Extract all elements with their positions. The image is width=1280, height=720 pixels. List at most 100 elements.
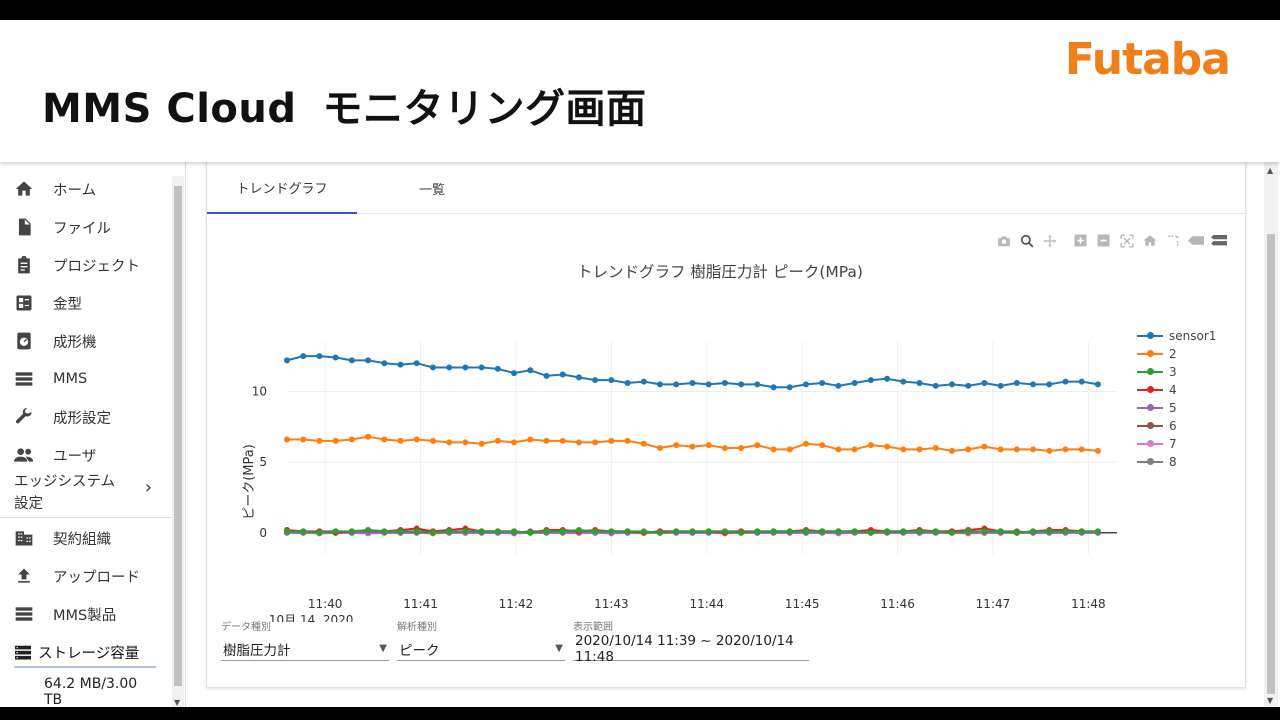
x-tick-label: 11:48 — [1071, 597, 1106, 611]
legend-label: 3 — [1169, 365, 1177, 379]
zoom-in-icon[interactable] — [1072, 232, 1089, 249]
zoom-out-icon[interactable] — [1095, 232, 1112, 249]
sidebar-item-molding-settings[interactable]: 成形設定 — [0, 399, 172, 435]
sidebar-item-mms[interactable]: MMS — [0, 361, 172, 397]
data-point — [786, 528, 793, 535]
main-scrollbar[interactable]: ▲ ▼ — [1264, 162, 1278, 707]
data-point — [867, 377, 874, 384]
x-tick-label: 11:45 — [785, 597, 820, 611]
analysis-type-select[interactable]: 解析種別 ピーク ▼ — [397, 618, 565, 661]
sidebar-item-contract-org[interactable]: 契約組織 — [0, 520, 172, 556]
sidebar-item-mms-products[interactable]: MMS製品 — [0, 596, 172, 632]
data-point — [478, 528, 485, 535]
sidebar-item-edge-settings[interactable]: エッジシステム 設定 › — [8, 467, 172, 515]
trend-plot[interactable]: 11:40 11:41 11:42 11:43 11:44 11:45 11:46 11:47… — [207, 282, 1247, 622]
sidebar-item-users[interactable]: ユーザ — [0, 437, 172, 473]
x-tick-label: 11:40 — [308, 597, 343, 611]
data-point — [786, 446, 793, 453]
pan-icon[interactable] — [1041, 232, 1058, 249]
camera-icon[interactable] — [995, 232, 1012, 249]
legend-item[interactable]: 6 — [1137, 417, 1216, 435]
data-type-value[interactable]: 樹脂圧力計 ▼ — [221, 637, 389, 661]
legend-label: 8 — [1169, 455, 1177, 469]
scroll-down-arrow-icon[interactable]: ▼ — [174, 698, 181, 707]
data-point — [494, 437, 501, 444]
autoscale-icon[interactable] — [1118, 232, 1135, 249]
x-tick-label: 11:44 — [689, 597, 724, 611]
data-point — [1078, 378, 1085, 385]
edge-settings-label: エッジシステム 設定 — [14, 471, 115, 515]
data-point — [1094, 528, 1101, 535]
legend-swatch — [1137, 349, 1163, 359]
reset-axes-icon[interactable] — [1141, 232, 1158, 249]
file-icon — [12, 215, 36, 239]
data-point — [446, 439, 453, 446]
app-frame: MMS Cloud モニタリング画面 Futaba ホーム ファイル プロジェクト… — [0, 20, 1280, 707]
sidebar-item-project[interactable]: プロジェクト — [0, 247, 172, 283]
data-point — [981, 443, 988, 450]
zoom-icon[interactable] — [1018, 232, 1035, 249]
legend-label: 2 — [1169, 347, 1177, 361]
banner: MMS Cloud モニタリング画面 Futaba — [0, 20, 1280, 162]
data-point — [462, 439, 469, 446]
sidebar-item-file[interactable]: ファイル — [0, 209, 172, 245]
data-point — [851, 446, 858, 453]
legend-swatch — [1137, 367, 1163, 377]
legend-swatch — [1137, 421, 1163, 431]
data-point — [948, 447, 955, 454]
legend-item[interactable]: 2 — [1137, 345, 1216, 363]
legend-item[interactable]: 8 — [1137, 453, 1216, 471]
scroll-up-arrow-icon[interactable]: ▲ — [1267, 166, 1274, 175]
caret-down-icon: ▼ — [379, 643, 387, 654]
sidebar-item-mold[interactable]: 金型 — [0, 285, 172, 321]
data-point — [511, 370, 518, 377]
spike-lines-icon[interactable] — [1164, 232, 1181, 249]
legend-item[interactable]: sensor1 — [1137, 327, 1216, 345]
data-point — [770, 446, 777, 453]
tab-list[interactable]: 一覧 — [418, 182, 445, 198]
sidebar-item-upload[interactable]: アップロード — [0, 558, 172, 594]
data-point — [705, 442, 712, 449]
data-point — [1094, 381, 1101, 388]
data-point — [851, 379, 858, 386]
data-point — [673, 528, 680, 535]
hover-compare-icon[interactable] — [1210, 232, 1227, 249]
data-point — [429, 437, 436, 444]
sidebar-item-machine[interactable]: 成形機 — [0, 323, 172, 359]
data-point — [511, 528, 518, 535]
sidebar-item-home[interactable]: ホーム — [0, 171, 172, 207]
legend-item[interactable]: 5 — [1137, 399, 1216, 417]
display-range-field[interactable]: 表示範囲 2020/10/14 11:39 ~ 2020/10/14 11:48 — [573, 618, 809, 665]
tab-trend-graph[interactable]: トレンドグラフ — [207, 162, 357, 214]
data-type-select[interactable]: データ種別 樹脂圧力計 ▼ — [221, 618, 389, 661]
data-point — [300, 353, 307, 360]
data-point — [754, 442, 761, 449]
data-point — [965, 446, 972, 453]
sidebar-item-label: 成形設定 — [53, 410, 111, 427]
legend-item[interactable]: 7 — [1137, 435, 1216, 453]
sidebar-item-label: MMS製品 — [53, 607, 117, 624]
legend-item[interactable]: 4 — [1137, 381, 1216, 399]
main-scrollbar-thumb[interactable] — [1267, 234, 1275, 694]
storage-value: 64.2 MB/3.00 TB — [44, 676, 138, 707]
data-type-label: データ種別 — [221, 622, 271, 633]
data-point — [348, 528, 355, 535]
sidebar-item-label: アップロード — [53, 569, 140, 586]
legend-label: 7 — [1169, 437, 1177, 451]
data-type-selected: 樹脂圧力計 — [223, 642, 291, 659]
data-point — [575, 526, 582, 533]
analysis-type-value[interactable]: ピーク ▼ — [397, 637, 565, 661]
hover-closest-icon[interactable] — [1187, 232, 1204, 249]
sidebar-scrollbar-thumb[interactable] — [174, 186, 182, 686]
data-point — [754, 528, 761, 535]
chart-title: トレンドグラフ 樹脂圧力計 ピーク(MPa) — [577, 263, 863, 281]
sidebar: ホーム ファイル プロジェクト 金型 成形機 MMS 成形設定 ユーザ — [0, 162, 186, 707]
legend-item[interactable]: 3 — [1137, 363, 1216, 381]
sidebar-item-label: 金型 — [53, 296, 82, 313]
display-range-value[interactable]: 2020/10/14 11:39 ~ 2020/10/14 11:48 — [573, 633, 809, 665]
sidebar-scrollbar[interactable]: ▼ — [172, 176, 184, 707]
data-point — [819, 528, 826, 535]
data-point — [462, 528, 469, 535]
x-tick-label: 11:46 — [880, 597, 915, 611]
scroll-down-arrow-icon[interactable]: ▼ — [1267, 696, 1274, 705]
